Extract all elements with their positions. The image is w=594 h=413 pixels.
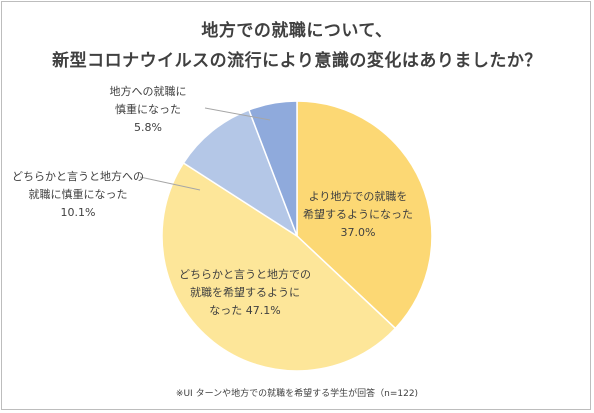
pie-slice-somewhat-more-local xyxy=(161,161,397,372)
pie-slice-somewhat-cautious xyxy=(182,108,299,238)
slice-label-somewhat-more-local: どちらかと言うと地方での就職を希望するようになった 47.1% xyxy=(179,267,311,317)
chart-title-line-1: 地方での就職について、 xyxy=(201,21,393,41)
pie-slice-more-local xyxy=(296,100,433,330)
slice-label-more-local: より地方での就職を希望するようになった 37.0% xyxy=(303,189,413,239)
slice-label-cautious-leader-line xyxy=(204,107,271,121)
pie-slice-cautious xyxy=(247,100,298,237)
slice-label-cautious: 地方への就職に慎重になった 5.8% xyxy=(110,84,187,134)
slice-label-somewhat-cautious: どちらかと言うと地方への就職に慎重になった 10.1% xyxy=(12,169,144,219)
footnote: ※UI ターンや地方での就職を希望する学生が回答（n=122) xyxy=(175,389,419,399)
slice-label-somewhat-cautious-leader-line xyxy=(139,176,201,191)
chart-title-line-2: 新型コロナウイルスの流行により意識の変化はありましたか？ xyxy=(52,51,542,71)
